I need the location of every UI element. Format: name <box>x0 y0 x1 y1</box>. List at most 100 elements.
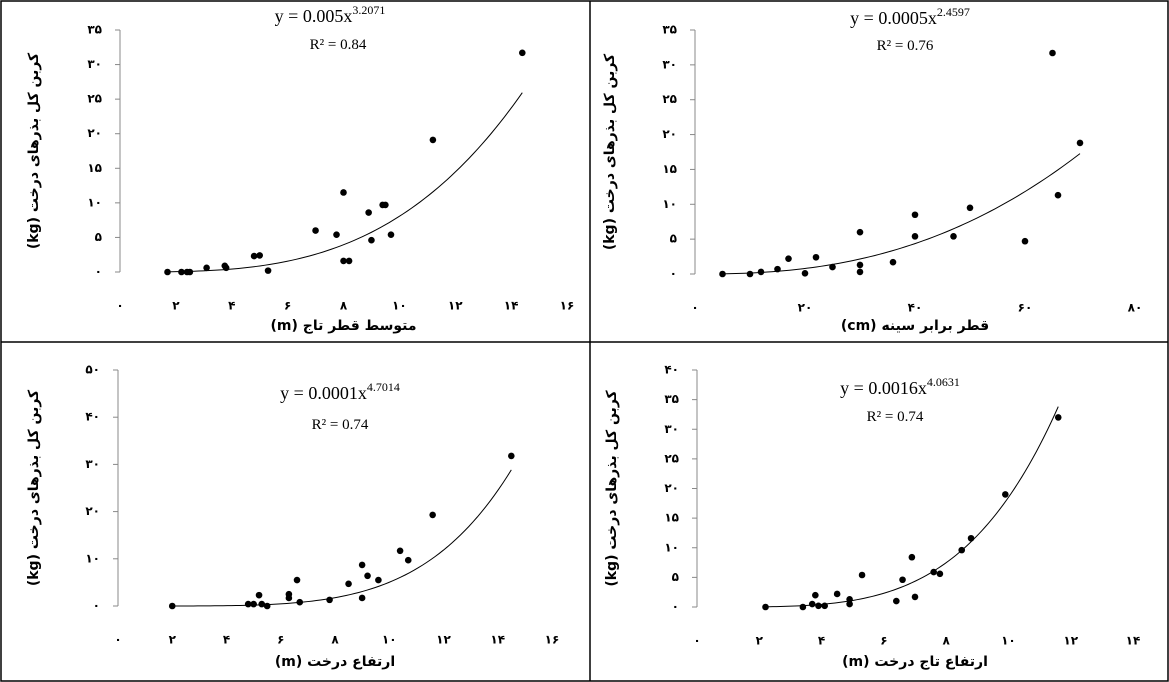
equation-variable: x <box>918 378 927 398</box>
x-tick-label: ۰ <box>116 299 123 313</box>
r-squared-value: 0.84 <box>340 37 367 53</box>
x-tick-label: ۱۴ <box>1126 634 1141 648</box>
y-tick-label: ۴۰ <box>85 410 100 424</box>
x-axis-label: ارتفاع تاج درخت (m) <box>842 654 988 670</box>
y-tick-label: ۲۰ <box>85 504 100 518</box>
data-point <box>178 268 185 276</box>
data-point <box>856 268 864 276</box>
data-point <box>833 590 841 598</box>
y-tick-label: ۲۵ <box>664 451 679 465</box>
data-point <box>326 596 333 604</box>
x-tick-label: ۶۰ <box>1018 301 1033 315</box>
y-tick-label: ۲۰ <box>87 126 102 140</box>
data-point <box>256 252 263 259</box>
equation-lhs: y = <box>280 383 308 403</box>
data-point <box>358 561 366 569</box>
data-point <box>312 227 319 234</box>
y-tick-label: ۱۵ <box>662 162 677 176</box>
y-tick-label: ۵۰ <box>85 363 100 377</box>
r-squared-label: R² = <box>310 37 340 53</box>
y-tick-label: ۳۰ <box>664 422 679 436</box>
x-tick-label: ۱۰ <box>1001 634 1016 648</box>
equation: y = 0.0016x4.0631 <box>840 375 960 398</box>
data-point <box>365 209 372 216</box>
y-axis-label: کربن کل بذرهای درخت (kg) <box>602 53 618 250</box>
x-tick-label: ۱۴ <box>504 299 519 313</box>
data-point <box>893 597 900 605</box>
data-point <box>387 231 395 238</box>
data-point <box>1002 491 1009 498</box>
trendline <box>722 153 1081 275</box>
y-tick-label: ۴۰ <box>664 363 679 377</box>
data-point <box>345 580 352 588</box>
equation-coefficient: 0.005 <box>303 6 344 26</box>
y-tick-label: ۱۰ <box>662 197 677 211</box>
y-tick-label: ۳۵ <box>664 392 679 406</box>
x-tick-label: ۴ <box>228 299 235 313</box>
y-tick-label: ۲۵ <box>87 92 102 106</box>
data-point <box>719 270 726 278</box>
y-tick-label: ۳۰ <box>662 57 677 71</box>
r-squared-label: R² = <box>312 417 342 433</box>
x-tick-label: ۱۰ <box>382 633 397 647</box>
x-axis-label: ارتفاع درخت (m) <box>275 654 395 670</box>
equation-lhs: y = <box>850 8 878 28</box>
r-squared-value: 0.76 <box>907 38 934 54</box>
trendline <box>765 406 1059 608</box>
data-point <box>264 267 272 274</box>
y-tick-label: ۲۰ <box>664 481 679 495</box>
data-point <box>785 255 792 262</box>
y-tick-label: ۱۰ <box>664 540 679 554</box>
data-point <box>255 591 263 599</box>
data-point <box>911 233 919 240</box>
y-tick-label: ۱۰ <box>87 195 102 209</box>
data-point <box>774 265 781 273</box>
r-squared: R² = 0.74 <box>867 409 924 425</box>
data-point <box>258 600 266 608</box>
data-point <box>164 268 171 276</box>
x-tick-label: ۴ <box>818 634 825 648</box>
y-axis-label: کربن کل بذرهای درخت (kg) <box>26 389 42 586</box>
data-point <box>930 568 937 576</box>
x-tick-label: ۱۰ <box>392 299 407 313</box>
y-tick-label: ۵ <box>672 570 679 584</box>
r-squared: R² = 0.76 <box>877 38 934 54</box>
data-point <box>908 553 916 561</box>
data-point <box>296 598 304 606</box>
x-tick-label: ۰ <box>693 634 700 648</box>
y-axis-label: کربن کل بذرهای درخت (kg) <box>26 52 42 249</box>
r-squared: R² = 0.84 <box>310 37 367 53</box>
data-point <box>846 595 853 603</box>
x-tick-label: ۰ <box>691 301 698 315</box>
data-point <box>846 600 853 608</box>
y-tick-label: ۳۵ <box>87 23 102 37</box>
data-point <box>966 204 974 212</box>
data-point <box>1054 414 1062 421</box>
y-tick-label: ۰ <box>95 265 102 279</box>
data-point <box>345 257 353 265</box>
y-tick-label: ۱۰ <box>85 551 100 565</box>
data-point <box>815 602 822 610</box>
data-point <box>856 228 864 236</box>
x-tick-label: ۱۲ <box>1063 634 1078 648</box>
equation-variable: x <box>343 6 352 26</box>
data-point <box>762 603 769 611</box>
y-tick-label: ۰ <box>672 600 679 614</box>
y-tick-label: ۲۰ <box>662 127 677 141</box>
data-point <box>856 261 864 269</box>
trendline <box>167 92 523 273</box>
data-point <box>829 263 836 271</box>
x-axis-label: قطر برابر سینه (cm) <box>841 318 989 334</box>
x-tick-label: ۱۲ <box>448 299 463 313</box>
y-tick-label: ۵ <box>670 232 677 246</box>
y-tick-label: ۰ <box>93 599 100 613</box>
data-point <box>911 211 919 219</box>
data-point <box>168 602 176 610</box>
data-point <box>757 268 765 276</box>
data-point <box>799 603 807 611</box>
x-tick-label: ۸ <box>942 634 950 648</box>
equation-lhs: y = <box>840 378 868 398</box>
data-point <box>340 257 347 265</box>
data-point <box>340 189 347 196</box>
